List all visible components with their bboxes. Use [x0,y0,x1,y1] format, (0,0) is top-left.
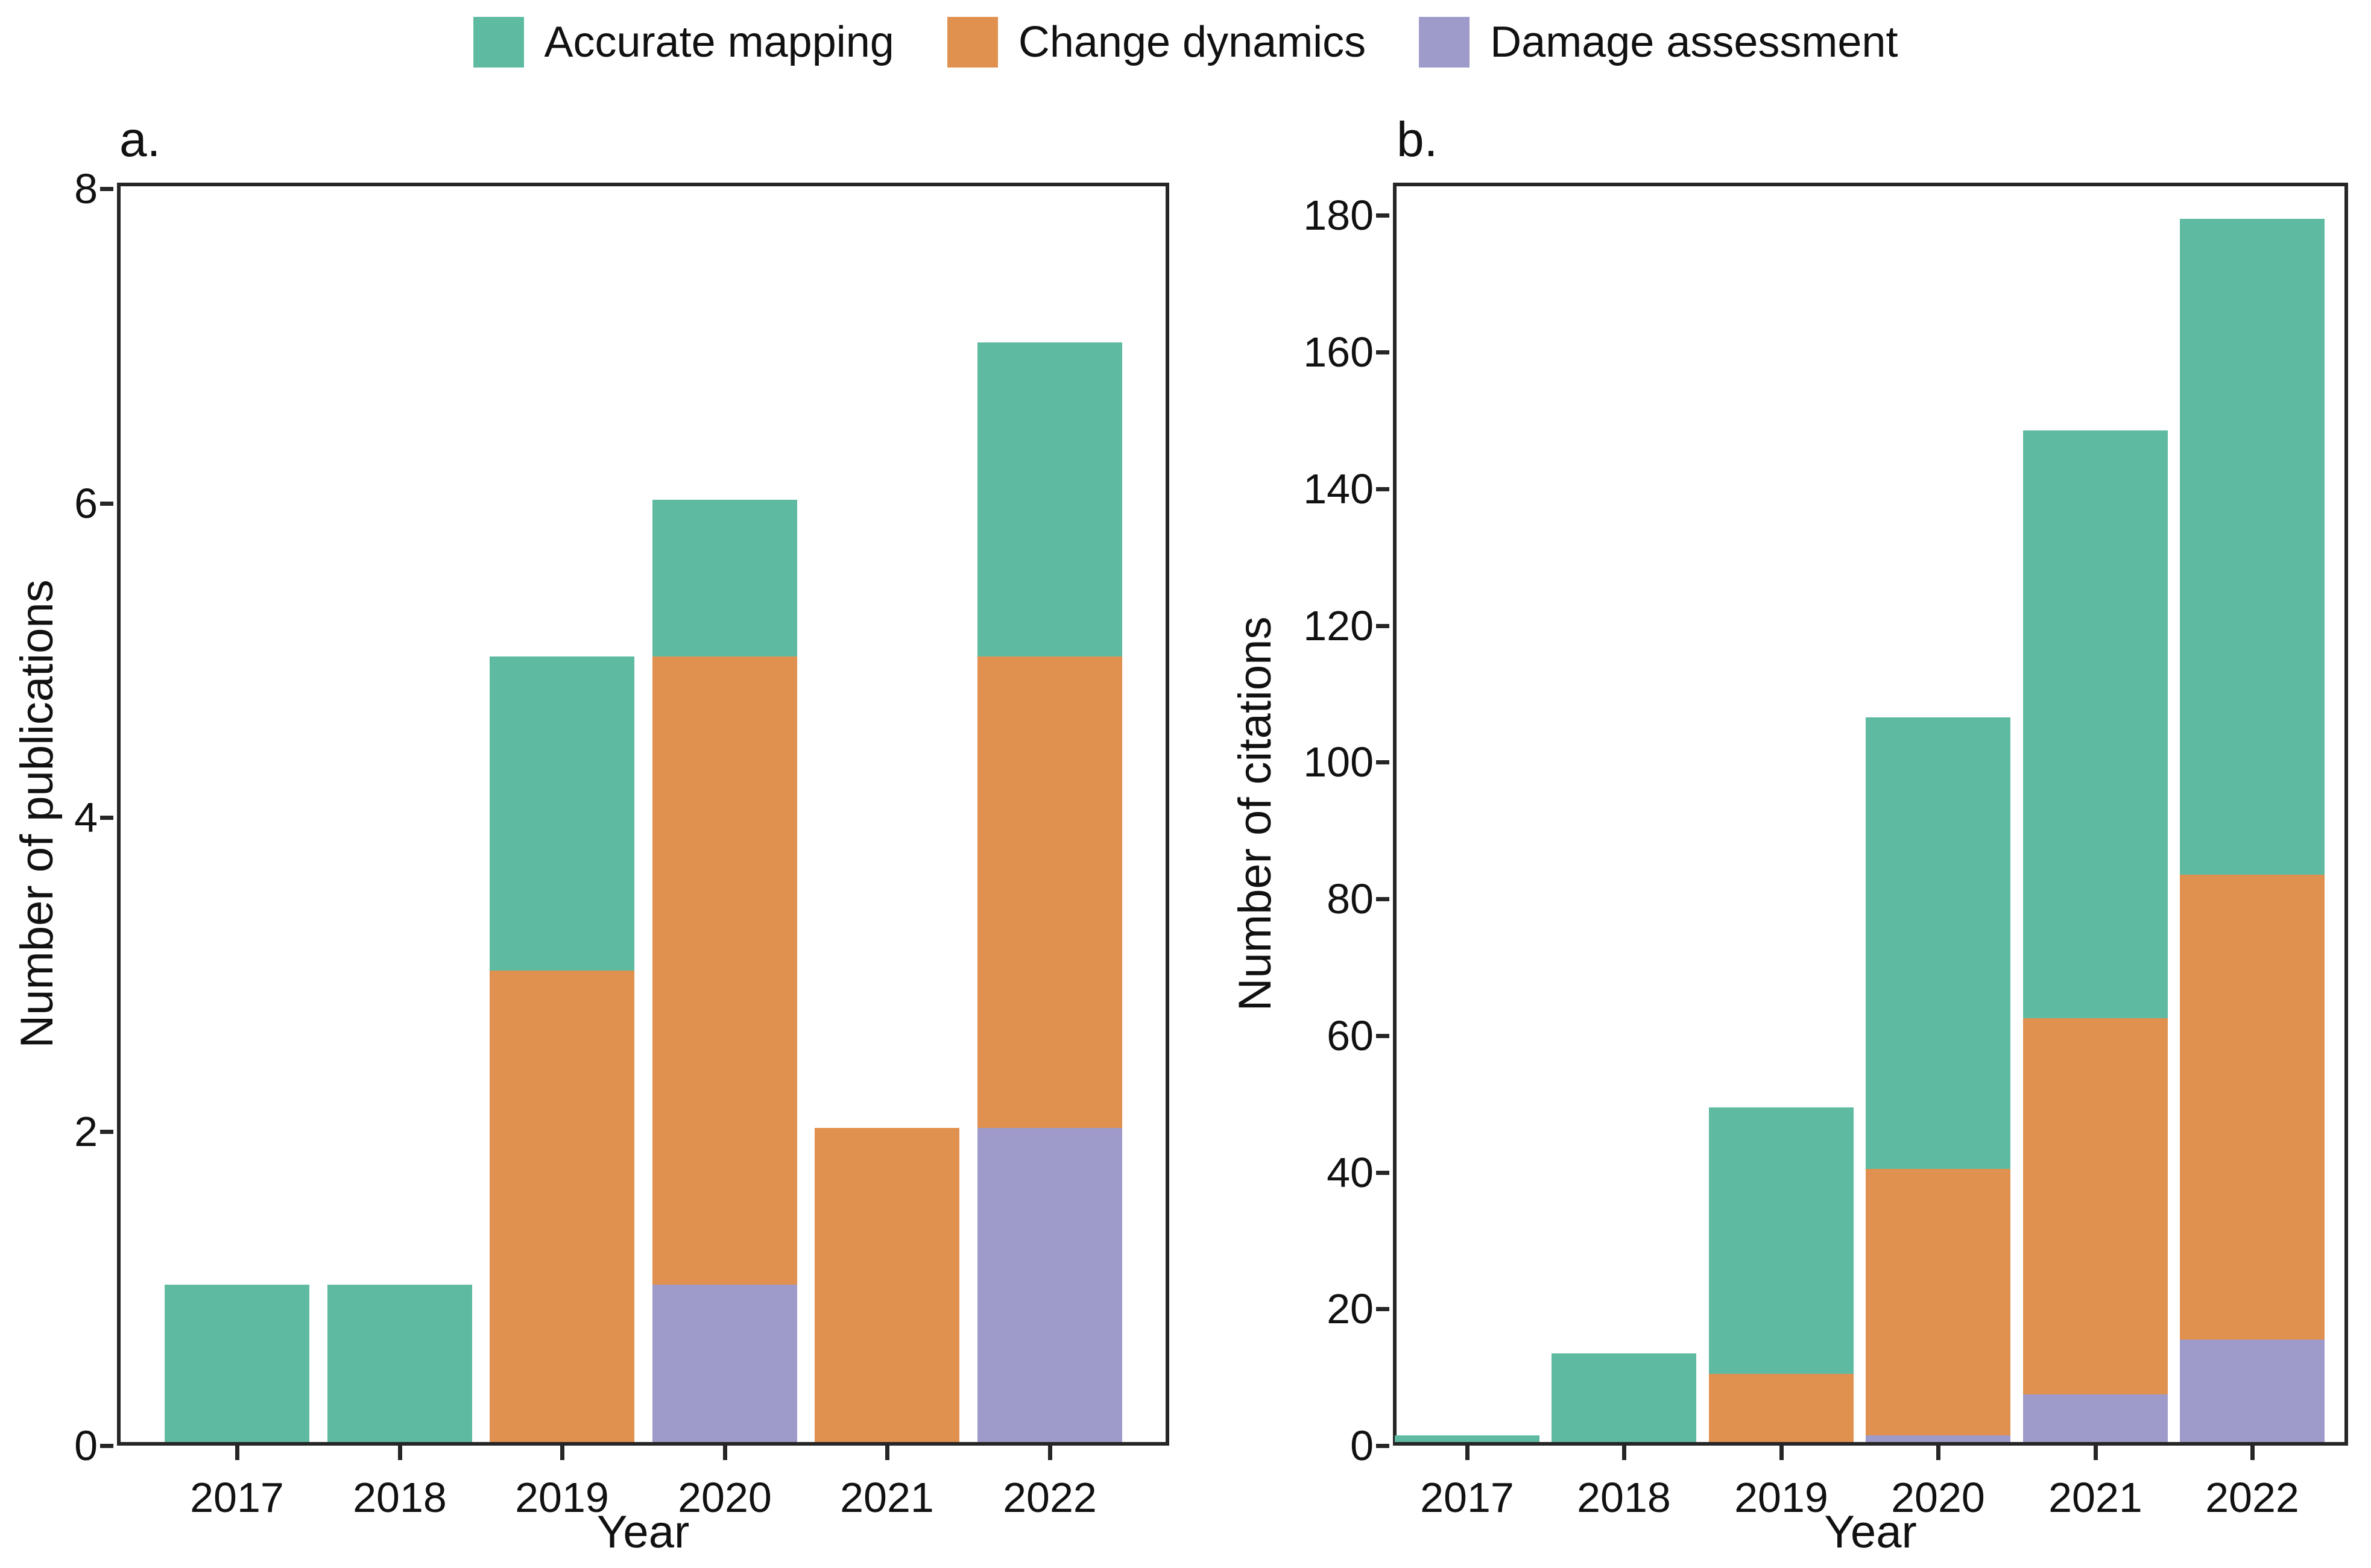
bar-segment-a-2020-accurate-mapping [652,500,797,656]
panel-label-b: b. [1397,112,1438,167]
x-tick-label-a: 2022 [1003,1474,1097,1521]
bar-segment-b-2019-accurate-mapping [1709,1107,1854,1374]
x-tick-label-a: 2017 [190,1474,284,1521]
x-tick-label-a: 2021 [840,1474,934,1521]
bar-segment-a-2022-change-dynamics [977,656,1122,1128]
x-axis-title-a: Year [596,1507,690,1558]
bar-segment-b-2020-change-dynamics [1866,1169,2010,1435]
bar-segment-a-2020-damage-assessment [652,1285,797,1442]
x-tick-label-b: 2019 [1734,1474,1828,1521]
x-tick-mark-b [1465,1446,1470,1460]
bar-segment-b-2022-damage-assessment [2180,1340,2325,1442]
x-tick-label-b: 2020 [1891,1474,1985,1521]
bar-segment-a-2022-damage-assessment [977,1128,1122,1442]
bar-segment-a-2017-accurate-mapping [165,1285,309,1442]
bar-segment-b-2021-accurate-mapping [2023,430,2168,1018]
x-tick-mark-a [235,1446,239,1460]
x-tick-mark-b [1936,1446,1940,1460]
y-tick-mark-a [100,1130,113,1134]
y-tick-label-a: 4 [74,794,98,841]
bar-segment-b-2017-accurate-mapping [1395,1435,1539,1442]
legend-item-damage-assessment: Damage assessment [1419,13,1898,71]
bar-segment-a-2019-change-dynamics [490,971,634,1442]
y-tick-label-b: 0 [1350,1422,1374,1469]
x-tick-mark-a [1048,1446,1052,1460]
y-tick-label-a: 8 [74,165,98,212]
x-tick-mark-a [398,1446,402,1460]
x-tick-label-b: 2018 [1577,1474,1671,1521]
y-tick-mark-b [1376,1034,1389,1038]
x-tick-mark-a [560,1446,564,1460]
bar-segment-b-2021-change-dynamics [2023,1018,2168,1394]
x-tick-label-a: 2020 [678,1474,772,1521]
y-tick-mark-b [1376,760,1389,764]
x-tick-mark-a [723,1446,727,1460]
bar-segment-a-2022-accurate-mapping [977,342,1122,656]
y-tick-label-b: 40 [1327,1149,1374,1196]
x-tick-label-a: 2018 [353,1474,447,1521]
y-tick-mark-b [1376,213,1389,218]
legend-item-accurate-mapping: Accurate mapping [473,13,894,71]
plot-area-a [117,183,1169,1446]
bar-segment-a-2018-accurate-mapping [327,1285,472,1442]
y-tick-mark-a [100,816,113,820]
x-tick-label-a: 2019 [515,1474,609,1521]
legend-label: Accurate mapping [544,18,894,66]
y-tick-mark-b [1376,1307,1389,1311]
x-tick-mark-b [1622,1446,1626,1460]
bar-segment-b-2019-change-dynamics [1709,1374,1854,1442]
y-tick-mark-b [1376,624,1389,628]
y-tick-mark-b [1376,1171,1389,1175]
y-tick-label-a: 6 [74,480,98,527]
x-tick-mark-a [885,1446,889,1460]
panel-label-a: a. [119,112,161,167]
y-tick-mark-a [100,1444,113,1448]
x-axis-title-b: Year [1824,1507,1917,1558]
y-tick-mark-a [100,187,113,191]
legend-swatch-accurate-mapping-icon [473,17,524,68]
x-tick-label-b: 2021 [2048,1474,2142,1521]
legend-label: Damage assessment [1490,18,1898,66]
bar-segment-b-2020-accurate-mapping [1866,717,2010,1169]
legend-label: Change dynamics [1018,18,1366,66]
y-tick-label-b: 120 [1303,602,1374,649]
y-tick-label-b: 160 [1303,329,1374,376]
y-tick-label-b: 60 [1327,1012,1374,1059]
y-tick-label-b: 20 [1327,1285,1374,1332]
bar-segment-b-2018-accurate-mapping [1552,1353,1696,1442]
bar-segment-b-2021-damage-assessment [2023,1394,2168,1442]
legend-swatch-change-dynamics-icon [947,17,998,68]
y-tick-mark-b [1376,350,1389,354]
y-tick-mark-b [1376,1444,1389,1448]
y-tick-label-a: 2 [74,1108,98,1155]
x-tick-mark-b [1779,1446,1784,1460]
bar-segment-b-2022-accurate-mapping [2180,219,2325,875]
legend-swatch-damage-assessment-icon [1419,17,1470,68]
y-tick-label-a: 0 [74,1422,98,1469]
legend-item-change-dynamics: Change dynamics [947,13,1366,71]
bar-segment-b-2020-damage-assessment [1866,1435,2010,1442]
bar-segment-a-2019-accurate-mapping [490,656,634,971]
y-tick-mark-b [1376,487,1389,491]
bar-segment-b-2022-change-dynamics [2180,875,2325,1340]
bar-segment-a-2021-change-dynamics [815,1128,959,1442]
y-tick-label-b: 140 [1303,465,1374,512]
plot-area-b [1393,183,2348,1446]
x-tick-label-b: 2017 [1420,1474,1514,1521]
y-tick-mark-b [1376,897,1389,901]
x-tick-mark-b [2094,1446,2098,1460]
y-tick-label-b: 80 [1327,875,1374,922]
bar-segment-a-2020-change-dynamics [652,656,797,1285]
y-tick-mark-a [100,502,113,506]
y-tick-label-b: 100 [1303,738,1374,786]
x-tick-mark-b [2250,1446,2255,1460]
legend: Accurate mapping Change dynamics Damage … [0,13,2371,71]
y-axis-title-b: Number of citations [1230,616,1281,1012]
y-tick-label-b: 180 [1303,192,1374,239]
x-tick-label-b: 2022 [2205,1474,2299,1521]
